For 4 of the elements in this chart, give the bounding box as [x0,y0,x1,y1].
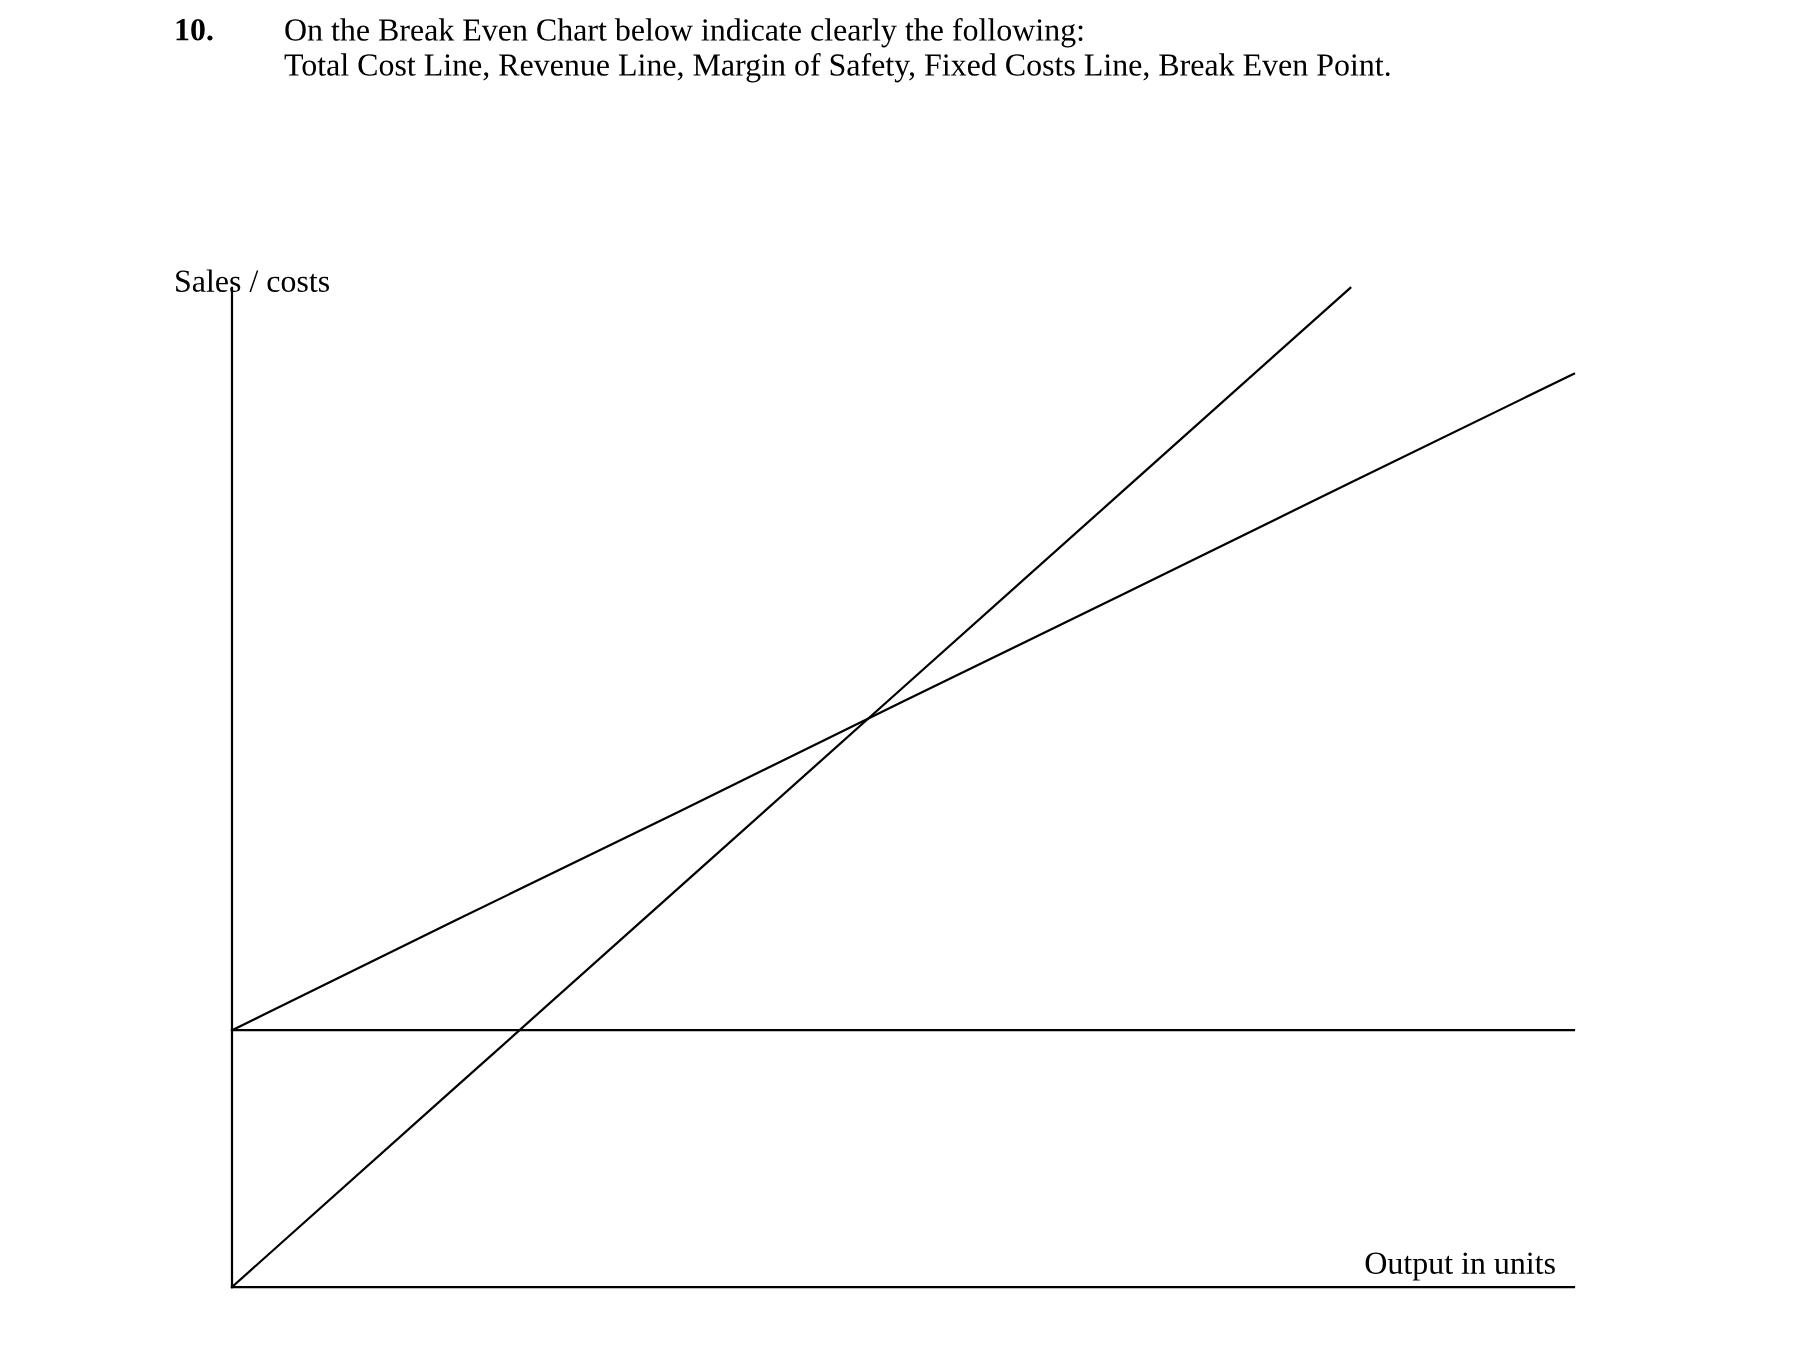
chart-title: On the Break Even Chart below indicate clearly the following: Total Cost Line, Revenue Line, Margin of Safety, Fixed Costs Line, Break Even Point. [284,18,1390,83]
text: 10. [176,18,213,41]
y-axis-title: Sales / costs [176,269,330,292]
x-axis-title: Output in units [1365,1252,1555,1281]
